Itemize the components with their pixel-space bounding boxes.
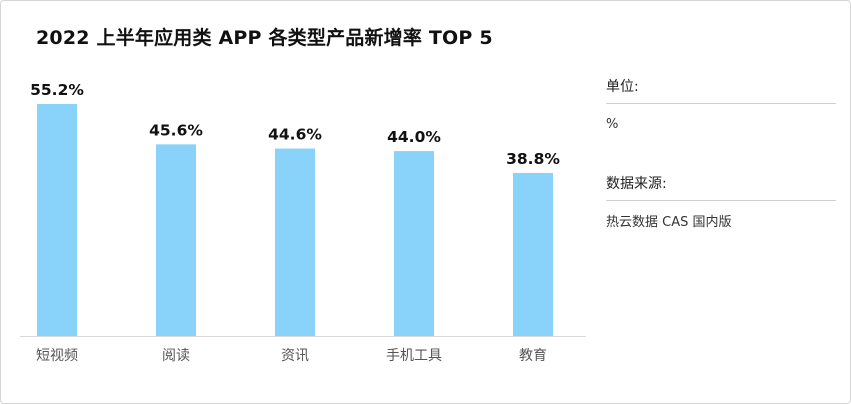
category-label-1: 短视频 [36, 348, 78, 364]
category-label-5: 教育 [519, 348, 547, 364]
unit-label: 单位: [606, 79, 639, 95]
unit-divider [606, 103, 836, 104]
bar-4 [394, 151, 434, 336]
category-label-3: 资讯 [281, 348, 309, 364]
unit-value: % [606, 117, 619, 132]
value-label-2: 45.6% [149, 121, 203, 139]
chart-title: 2022 上半年应用类 APP 各类型产品新增率 TOP 5 [36, 27, 493, 49]
bar-2 [156, 144, 196, 336]
value-label-4: 44.0% [387, 128, 441, 146]
bar-3 [275, 148, 315, 336]
source-value: 热云数据 CAS 国内版 [606, 215, 732, 230]
value-label-1: 55.2% [30, 81, 84, 99]
category-label-4: 手机工具 [386, 348, 442, 364]
value-label-5: 38.8% [506, 150, 560, 168]
bar-1 [37, 104, 77, 336]
value-label-3: 44.6% [268, 126, 322, 144]
source-divider [606, 200, 836, 201]
category-label-2: 阅读 [162, 347, 190, 364]
source-label: 数据来源: [606, 176, 667, 192]
bar-5 [513, 172, 553, 336]
